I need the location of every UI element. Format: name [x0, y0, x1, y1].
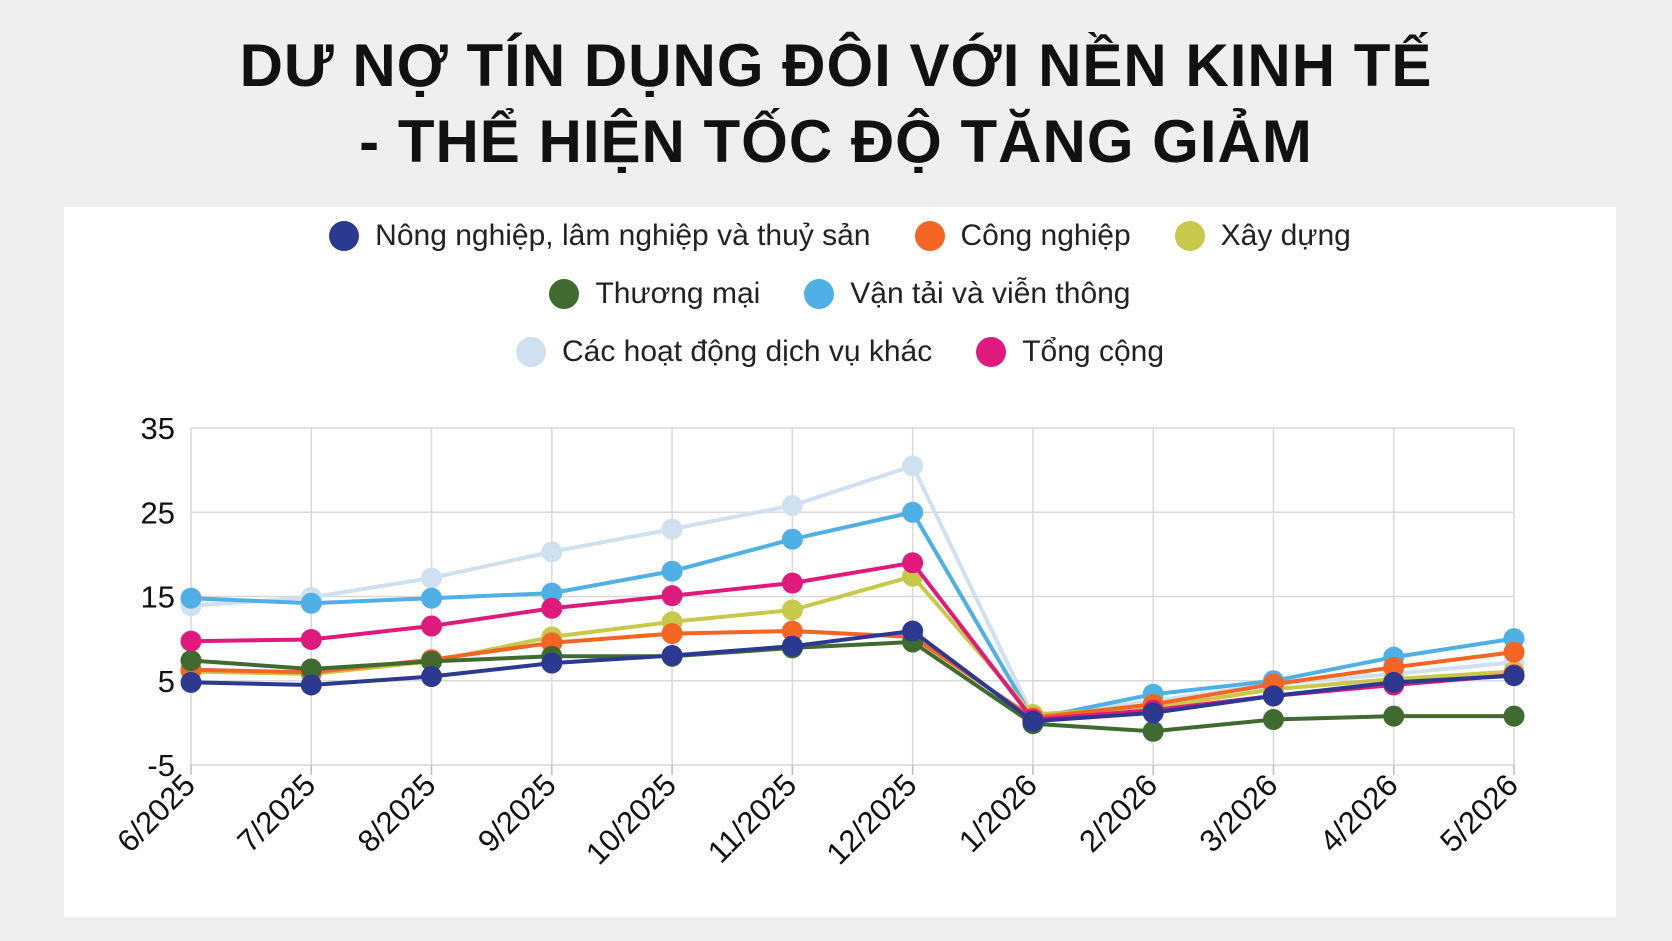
- legend-row-3: Các hoạt động dịch vụ khác Tổng cộng: [64, 335, 1616, 369]
- series-3-point-9: [1262, 709, 1284, 731]
- legend-item-nong-nghiep[interactable]: Nông nghiệp, lâm nghiệp và thuỷ sản: [329, 219, 871, 253]
- legend-row-2: Thương mại Vận tải và viễn thông: [64, 277, 1616, 311]
- series-4-point-5: [781, 528, 803, 550]
- legend-label-tong-cong: Tổng cộng: [1022, 335, 1165, 368]
- legend-marker-dich-vu-khac: [515, 337, 546, 367]
- legend-marker-cong-nghiep: [914, 221, 945, 251]
- series-6-point-1: [300, 628, 322, 650]
- legend-marker-xay-dung: [1174, 221, 1205, 251]
- series-4-point-4: [661, 560, 683, 582]
- series-0-point-4: [661, 644, 683, 666]
- series-6-point-4: [661, 585, 683, 607]
- series-5-point-5: [781, 495, 803, 517]
- series-0-line: [189, 629, 1516, 724]
- legend-item-xay-dung[interactable]: Xây dựng: [1174, 219, 1351, 253]
- series-5-point-4: [661, 518, 683, 540]
- series-4-point-6: [902, 501, 924, 523]
- legend-item-cong-nghiep[interactable]: Công nghiệp: [914, 219, 1131, 253]
- legend-label-dich-vu-khac: Các hoạt động dịch vụ khác: [561, 335, 933, 368]
- x-tick-label-1: 7/2025: [230, 767, 322, 859]
- x-tick-label-5: 11/2025: [701, 767, 803, 869]
- y-tick-label-0: 35: [141, 411, 175, 446]
- series-4-point-2: [421, 587, 443, 609]
- series-3-line: [189, 640, 1516, 734]
- chart-title-line-2: - THỂ HIỆN TỐC ĐỘ TĂNG GIẢM: [359, 108, 1313, 175]
- series-3-point-0: [180, 650, 202, 672]
- series-6-point-6: [902, 552, 924, 574]
- x-tick-label-8: 2/2026: [1072, 767, 1164, 859]
- series-3-point-11: [1503, 705, 1525, 727]
- series-0-point-7: [1022, 710, 1044, 732]
- series-4-point-3: [541, 582, 563, 604]
- series-5-point-6: [902, 455, 924, 477]
- x-tick-label-4: 10/2025: [579, 767, 683, 871]
- series-0-point-8: [1142, 702, 1164, 724]
- series-0-point-1: [300, 674, 322, 696]
- series-0-point-6: [902, 620, 924, 642]
- series-3-point-1: [300, 658, 322, 680]
- legend-item-thuong-mai[interactable]: Thương mại: [549, 277, 760, 311]
- series-2-point-5: [781, 599, 803, 621]
- series-0-point-5: [781, 635, 803, 657]
- chart-title-line-1: DƯ NỢ TÍN DỤNG ĐÔI VỚI NỀN KINH TẾ: [239, 32, 1433, 99]
- y-tick-label-2: 15: [141, 580, 175, 615]
- series-6-point-5: [781, 572, 803, 594]
- x-tick-label-10: 4/2026: [1313, 767, 1405, 859]
- series-1-point-5: [781, 620, 803, 642]
- series-3-point-8: [1142, 720, 1164, 742]
- series-0-point-0: [180, 671, 202, 693]
- chart-panel: Nông nghiệp, lâm nghiệp và thuỷ sản Công…: [64, 207, 1616, 917]
- x-tick-label-7: 1/2026: [952, 767, 1044, 859]
- legend-label-thuong-mai: Thương mại: [595, 277, 761, 310]
- series-5-point-3: [541, 541, 563, 563]
- series-0-point-10: [1383, 671, 1405, 693]
- series-0-point-9: [1262, 685, 1284, 707]
- legend-item-tong-cong[interactable]: Tổng cộng: [976, 335, 1164, 369]
- series-3-point-10: [1383, 705, 1405, 727]
- legend-label-xay-dung: Xây dựng: [1220, 219, 1351, 252]
- y-tick-label-3: 5: [158, 664, 175, 699]
- legend-marker-nong-nghiep: [329, 221, 360, 251]
- x-tick-label-11: 5/2026: [1433, 767, 1525, 859]
- series-3-point-2: [421, 650, 443, 672]
- series-6-point-3: [541, 597, 563, 619]
- x-tick-label-6: 12/2025: [820, 767, 924, 871]
- legend-label-nong-nghiep: Nông nghiệp, lâm nghiệp và thuỷ sản: [375, 219, 871, 252]
- legend-marker-van-tai: [804, 279, 835, 309]
- legend-item-dich-vu-khac[interactable]: Các hoạt động dịch vụ khác: [515, 335, 933, 369]
- x-tick-label-2: 8/2025: [351, 767, 443, 859]
- y-tick-label-1: 25: [141, 495, 175, 530]
- legend-row-1: Nông nghiệp, lâm nghiệp và thuỷ sản Công…: [64, 219, 1616, 253]
- legend-item-van-tai[interactable]: Vận tải và viễn thông: [804, 277, 1131, 311]
- legend-marker-thuong-mai: [549, 279, 580, 309]
- legend-marker-tong-cong: [976, 337, 1007, 367]
- series-4-point-0: [180, 587, 202, 609]
- series-1-point-10: [1383, 656, 1405, 678]
- series-4-point-1: [300, 592, 322, 614]
- y-tick-label-4: -5: [147, 748, 175, 783]
- series-0-point-2: [421, 666, 443, 688]
- series-4-line: [189, 510, 1516, 721]
- series-1-point-4: [661, 623, 683, 645]
- legend-label-cong-nghiep: Công nghiệp: [960, 219, 1131, 252]
- x-tick-label-3: 9/2025: [471, 767, 563, 859]
- series-6-point-0: [180, 630, 202, 652]
- x-tick-label-9: 3/2026: [1193, 767, 1285, 859]
- series-0-point-3: [541, 652, 563, 674]
- legend-label-van-tai: Vận tải và viễn thông: [850, 277, 1131, 310]
- series-1-point-11: [1503, 641, 1525, 663]
- series-6-point-2: [421, 615, 443, 637]
- chart-title: DƯ NỢ TÍN DỤNG ĐÔI VỚI NỀN KINH TẾ - THỂ…: [0, 28, 1672, 180]
- series-5-point-2: [421, 567, 443, 589]
- series-0-point-11: [1503, 665, 1525, 687]
